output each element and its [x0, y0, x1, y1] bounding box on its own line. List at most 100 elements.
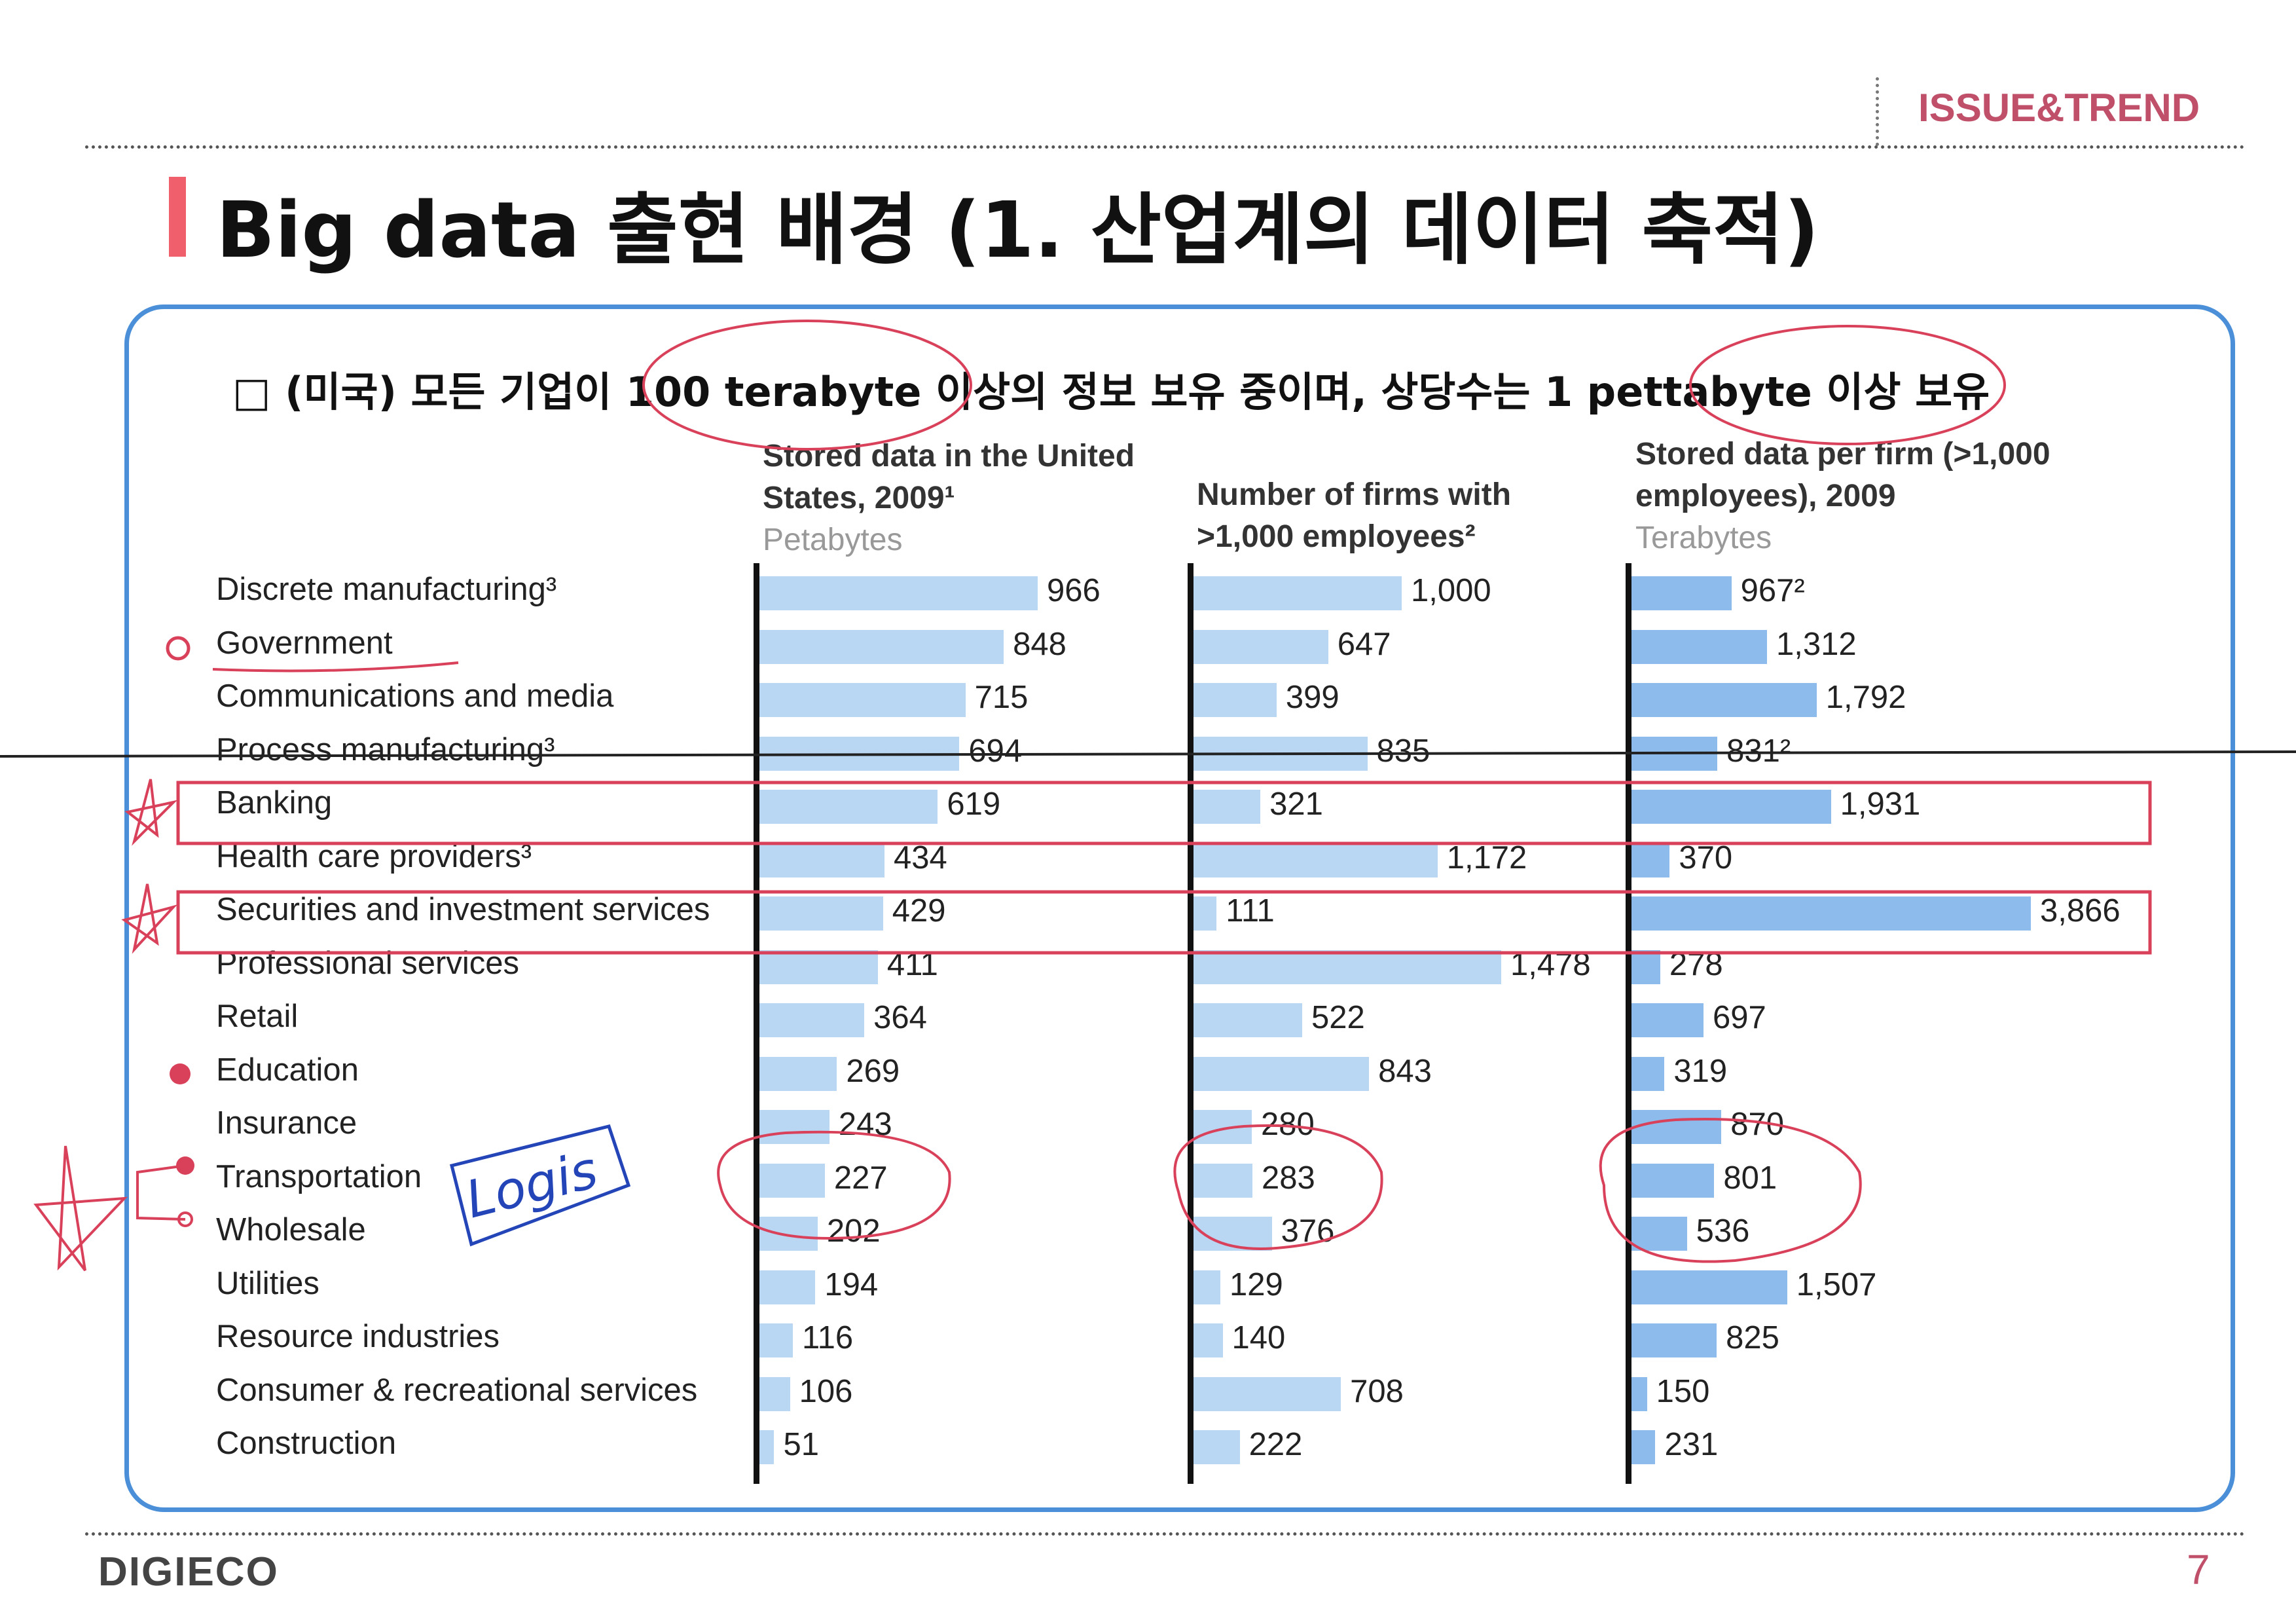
panel-3-bar	[1631, 576, 1732, 610]
panel-1-bar	[759, 683, 966, 717]
panel-1-title: Stored data in the United States, 2009¹	[763, 439, 1135, 515]
panel-3-bar	[1631, 950, 1660, 984]
star-icon	[33, 1145, 128, 1272]
panel-3-bar	[1631, 1003, 1704, 1037]
section-divider	[1876, 77, 1879, 146]
panel-3-bar	[1631, 896, 2031, 931]
panel-2-bar	[1194, 843, 1438, 877]
panel-2-value-label: 399	[1285, 680, 1339, 715]
panel-2-bar	[1194, 1163, 1252, 1198]
panel-1-bar	[759, 1163, 825, 1198]
title-marker	[169, 177, 186, 257]
page-title: Big data 출현 배경 (1. 산업계의 데이터 축적)	[216, 185, 1819, 275]
panel-3-value-label: 1,507	[1796, 1266, 1877, 1302]
education-bullet-icon	[170, 1063, 191, 1084]
panel-3-title: Stored data per firm (>1,000 employees),…	[1635, 437, 2050, 513]
panel-2-header: Number of firms with >1,000 employees²	[1197, 474, 1576, 558]
panel-2-bar	[1194, 1270, 1221, 1304]
panel-2-value-label: 1,172	[1446, 840, 1527, 876]
panel-2-bar	[1194, 896, 1217, 931]
panel-3-value-label: 3,866	[2040, 893, 2121, 929]
panel-3-value-label: 697	[1712, 1000, 1766, 1035]
panel-1-bar	[759, 790, 938, 824]
category-label: Consumer & recreational services	[216, 1372, 698, 1408]
header-divider	[85, 145, 2246, 149]
panel-3-value-label: 1,312	[1776, 626, 1857, 662]
panel-1-bar	[759, 1217, 818, 1251]
panel-1-value-label: 966	[1047, 573, 1101, 608]
panel-2-value-label: 222	[1248, 1427, 1303, 1462]
footer-divider	[85, 1532, 2246, 1536]
panel-1-value-label: 434	[893, 840, 947, 876]
panel-1-bar	[759, 896, 883, 931]
panel-1-bar	[759, 843, 884, 877]
panel-3-bar	[1631, 843, 1670, 877]
panel-2-value-label: 283	[1261, 1160, 1315, 1196]
panel-3-unit: Terabytes	[1635, 521, 1772, 555]
panel-3-bar	[1631, 683, 1817, 717]
category-label: Resource industries	[216, 1319, 500, 1354]
logis-note: Logis	[460, 1141, 604, 1230]
panel-2-value-label: 647	[1337, 626, 1391, 662]
panel-2-value-label: 321	[1269, 786, 1323, 822]
panel-1-value-label: 848	[1013, 626, 1066, 662]
bracket-icon	[136, 1164, 186, 1221]
panel-2-axis	[1188, 563, 1194, 1484]
panel-3-value-label: 231	[1664, 1427, 1719, 1462]
panel-1-bar	[759, 576, 1038, 610]
panel-2-bar	[1194, 683, 1277, 717]
panel-3-value-label: 831²	[1726, 733, 1791, 769]
panel-2-bar	[1194, 1376, 1341, 1411]
panel-1-bar	[759, 1270, 816, 1304]
panel-2-value-label: 111	[1226, 893, 1275, 929]
panel-1-value-label: 227	[833, 1160, 888, 1196]
category-label: Transportation	[216, 1158, 422, 1194]
section-label: ISSUE&TREND	[1918, 86, 2200, 130]
panel-3-value-label: 825	[1726, 1320, 1779, 1356]
panel-1-value-label: 715	[974, 680, 1029, 715]
category-label: Government	[216, 625, 393, 661]
panel-3-value-label: 801	[1723, 1160, 1777, 1196]
panel-2-title: Number of firms with >1,000 employees²	[1197, 477, 1512, 554]
star-icon	[124, 779, 178, 846]
panel-1-value-label: 269	[846, 1053, 900, 1089]
panel-3-bar	[1631, 1323, 1717, 1357]
panel-3-bar	[1631, 1056, 1665, 1091]
panel-1-value-label: 51	[783, 1427, 819, 1462]
category-label: Process manufacturing³	[216, 731, 555, 767]
panel-3-circle	[1599, 1118, 1862, 1263]
panel-3-bar	[1631, 1270, 1787, 1304]
panel-1-bar	[759, 950, 878, 984]
panel-3-axis	[1626, 563, 1631, 1484]
slide-subtitle: □ (미국) 모든 기업이 100 terabyte 이상의 정보 보유 중이며…	[232, 368, 1990, 416]
panel-1-bar	[759, 1056, 837, 1091]
panel-3-bar	[1631, 629, 1767, 664]
panel-3-value-label: 370	[1679, 840, 1733, 876]
star-icon	[121, 883, 178, 954]
panel-1-value-label: 106	[799, 1373, 853, 1409]
panel-1-circle	[717, 1130, 951, 1240]
category-label: Wholesale	[216, 1212, 366, 1247]
panel-1-value-label: 694	[968, 733, 1023, 769]
panel-2-bar	[1194, 576, 1402, 610]
panel-3-bar	[1631, 1110, 1722, 1144]
panel-1-unit: Petabytes	[763, 523, 903, 557]
panel-3-bar	[1631, 1217, 1687, 1251]
panel-2-bar	[1194, 1430, 1240, 1464]
panel-2-value-label: 140	[1231, 1320, 1286, 1356]
category-label: Securities and investment services	[216, 892, 710, 927]
panel-3-bar	[1631, 1430, 1656, 1464]
scan-line	[0, 750, 2296, 758]
panel-2-bar	[1194, 950, 1501, 984]
panel-1-value-label: 202	[826, 1213, 881, 1249]
content-frame	[124, 304, 2235, 1512]
panel-2-value-label: 835	[1376, 733, 1430, 769]
panel-3-value-label: 967²	[1740, 573, 1805, 608]
panel-1-value-label: 194	[824, 1266, 879, 1302]
government-underline	[212, 661, 459, 673]
panel-2-value-label: 129	[1230, 1266, 1283, 1302]
panel-3-value-label: 1,792	[1825, 680, 1906, 715]
panel-3-header: Stored data per firm (>1,000 employees),…	[1635, 434, 2094, 559]
panel-2-value-label: 522	[1311, 1000, 1365, 1035]
panel-1-value-label: 619	[947, 786, 1001, 822]
